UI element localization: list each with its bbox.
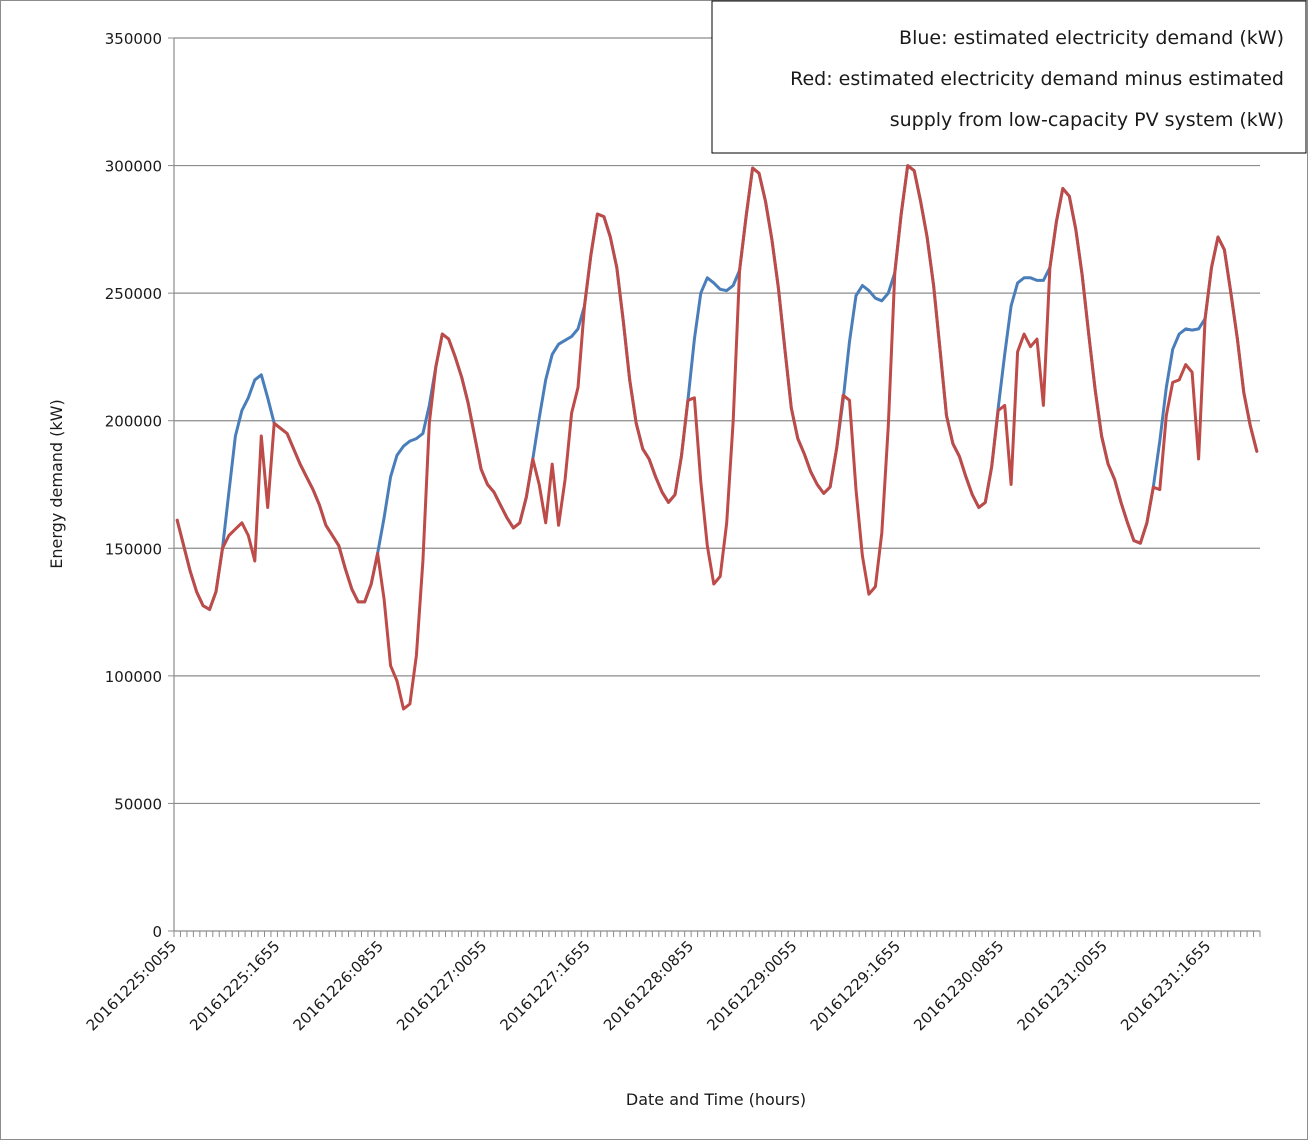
x-axis — [173, 38, 1261, 937]
x-tick-label: 20161229:1655 — [807, 937, 904, 1034]
x-tick-label: 20161228:0855 — [600, 937, 697, 1034]
y-tick-label: 300000 — [105, 158, 162, 176]
y-tick-label: 100000 — [105, 668, 162, 686]
x-axis-title: Date and Time (hours) — [626, 1090, 806, 1109]
legend: Blue: estimated electricity demand (kW) … — [711, 0, 1307, 154]
y-tick-label: 200000 — [105, 413, 162, 431]
y-axis-title: Energy demand (kW) — [47, 399, 66, 568]
x-tick-label: 20161226:0855 — [290, 937, 387, 1034]
y-tick-labels: 0 50000 100000 150000 200000 250000 300000 3500… — [105, 30, 162, 941]
x-tick-label: 20161225:1655 — [186, 937, 283, 1034]
x-tick-label: 20161230:0855 — [910, 937, 1007, 1034]
y-tick-label: 150000 — [105, 540, 162, 558]
x-tick-label: 20161229:0055 — [703, 937, 800, 1034]
legend-box — [711, 0, 1307, 154]
y-tick-label: 50000 — [114, 795, 162, 813]
x-tick-label: 20161231:0055 — [1014, 937, 1111, 1034]
x-tick-label: 20161231:1655 — [1117, 937, 1214, 1034]
legend-line-2: Red: estimated electricity demand minus … — [790, 68, 1284, 90]
legend-line-1: Blue: estimated electricity demand (kW) — [899, 27, 1284, 49]
series-lines — [175, 164, 1259, 711]
legend-line-3: supply from low-capacity PV system (kW) — [890, 109, 1284, 131]
y-tick-label: 250000 — [105, 285, 162, 303]
series-line-red — [175, 164, 1259, 711]
gridlines — [168, 37, 1260, 932]
x-tick-label: 20161227:1655 — [496, 937, 593, 1034]
y-tick-label: 350000 — [105, 30, 162, 48]
x-tick-label: 20161225:0055 — [83, 937, 180, 1034]
y-tick-label: 0 — [152, 923, 162, 941]
x-tick-label: 20161227:0055 — [393, 937, 490, 1034]
x-tick-labels: 20161225:0055 20161225:1655 20161226:0855 2… — [83, 937, 1215, 1034]
